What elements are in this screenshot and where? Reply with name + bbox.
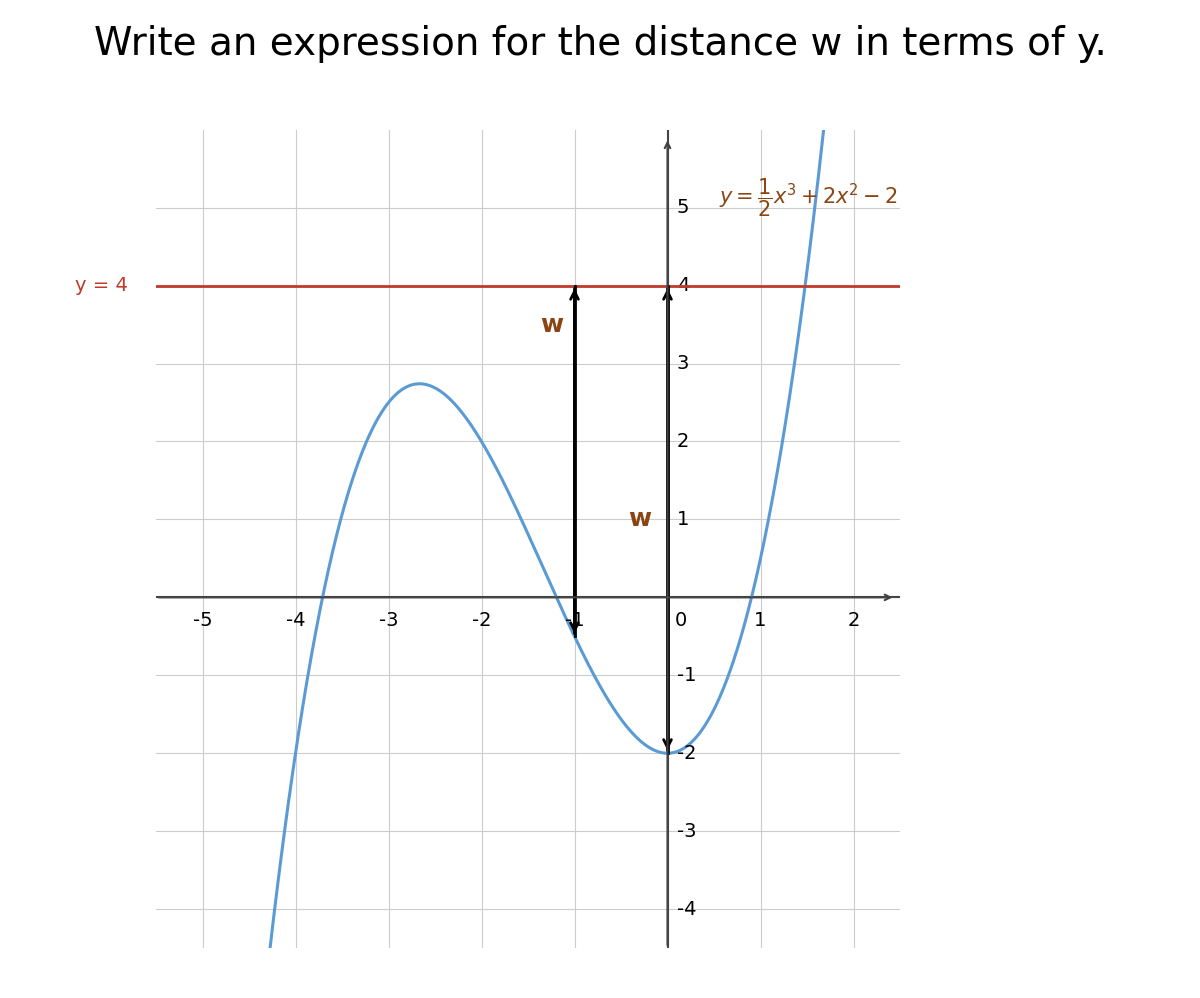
Text: Write an expression for the distance w in terms of y.: Write an expression for the distance w i… — [94, 25, 1106, 63]
Text: w: w — [628, 507, 650, 532]
Text: -4: -4 — [286, 612, 305, 631]
Text: 3: 3 — [677, 354, 689, 373]
Text: -2: -2 — [472, 612, 491, 631]
Text: 4: 4 — [677, 276, 689, 295]
Text: 1: 1 — [677, 510, 689, 529]
Text: -3: -3 — [677, 821, 696, 840]
Text: 5: 5 — [677, 199, 689, 218]
Text: 1: 1 — [755, 612, 767, 631]
Text: -1: -1 — [565, 612, 584, 631]
Text: y = 4: y = 4 — [76, 276, 128, 295]
Text: -5: -5 — [193, 612, 212, 631]
Text: 2: 2 — [677, 432, 689, 451]
Text: -1: -1 — [677, 666, 696, 685]
Text: w: w — [540, 312, 563, 336]
Text: 0: 0 — [674, 612, 688, 631]
Text: -4: -4 — [677, 899, 696, 918]
Text: -2: -2 — [677, 744, 696, 762]
Text: -3: -3 — [379, 612, 398, 631]
Text: $y = \dfrac{1}{2}x^3 + 2x^2 - 2$: $y = \dfrac{1}{2}x^3 + 2x^2 - 2$ — [719, 177, 898, 219]
Text: 2: 2 — [847, 612, 859, 631]
